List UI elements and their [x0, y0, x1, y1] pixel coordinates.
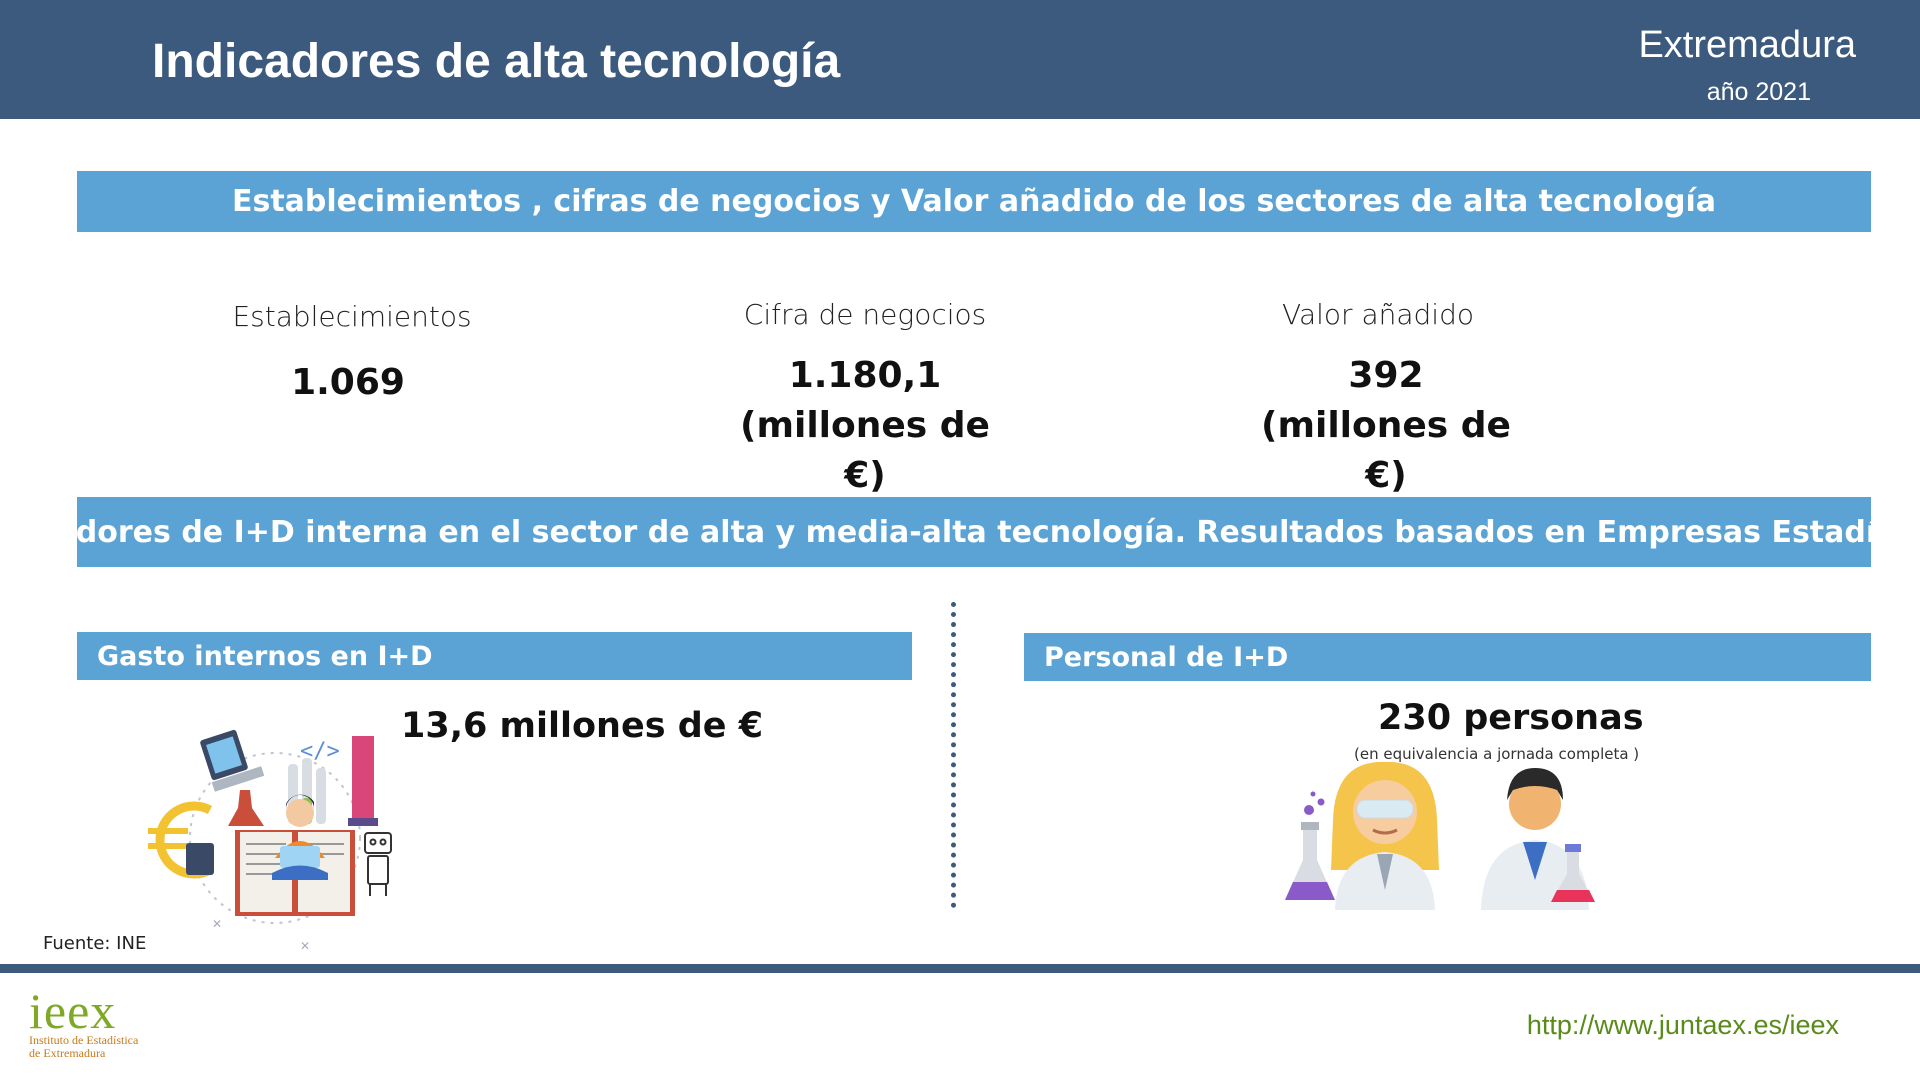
stat-unit-valor-anadido: (millones de €): [1261, 405, 1511, 496]
robot-icon: [364, 832, 392, 896]
logo-sub-line2: de Extremadura: [29, 1046, 106, 1060]
logo-main-text: ieex: [29, 983, 117, 1039]
female-scientist-icon: [1331, 761, 1439, 910]
personal-title: Personal de I+D: [1024, 633, 1871, 681]
personal-note: (en equivalencia a jornada completa ): [1354, 745, 1640, 763]
scientists-illustration-icon: [1285, 761, 1595, 910]
stat-value-valor-anadido: 392: [1348, 355, 1424, 396]
header-bar: Indicadores de alta tecnología Extremadu…: [0, 0, 1920, 119]
svg-text:</>: </>: [300, 739, 340, 764]
stat-unit-cifra-negocios: (millones de €): [740, 405, 990, 496]
research-illustration-icon: </> ✕ ✕: [148, 729, 392, 953]
year-label: año 2021: [1706, 78, 1811, 106]
laptop-icon: [200, 729, 265, 792]
gasto-value: 13,6 millones de €: [401, 706, 764, 746]
gasto-title: Gasto internos en I+D: [77, 632, 912, 680]
purple-flask-icon: [1285, 791, 1335, 900]
svg-text:✕: ✕: [212, 917, 222, 931]
section1-title: Establecimientos , cifras de negocios y …: [77, 171, 1871, 232]
personal-value: 230 personas: [1378, 698, 1644, 738]
logo-sub-line1: Instituto de Estadística: [29, 1033, 139, 1047]
svg-text:✕: ✕: [300, 939, 310, 953]
ieex-logo: ieex Instituto de Estadística de Extrema…: [29, 983, 169, 1060]
region-label: Extremadura: [1638, 24, 1856, 66]
section-divider: [951, 602, 956, 908]
stat-value-establecimientos: 1.069: [291, 362, 405, 403]
stat-label-cifra-negocios: Cifra de negocios: [743, 298, 987, 331]
stat-label-establecimientos: Establecimientos: [232, 300, 472, 333]
source-label: Fuente: INE: [43, 933, 147, 954]
stat-label-valor-anadido: Valor añadido: [1282, 298, 1474, 331]
section2-title: Indicadores de I+D interna en el sector …: [0, 497, 1920, 567]
page-title: Indicadores de alta tecnología: [152, 35, 841, 88]
stat-value-cifra-negocios: 1.180,1: [788, 355, 942, 396]
website-link[interactable]: http://www.juntaex.es/ieex: [1526, 1010, 1839, 1040]
footer-divider: [0, 964, 1920, 973]
red-flask-icon: [1551, 844, 1595, 902]
